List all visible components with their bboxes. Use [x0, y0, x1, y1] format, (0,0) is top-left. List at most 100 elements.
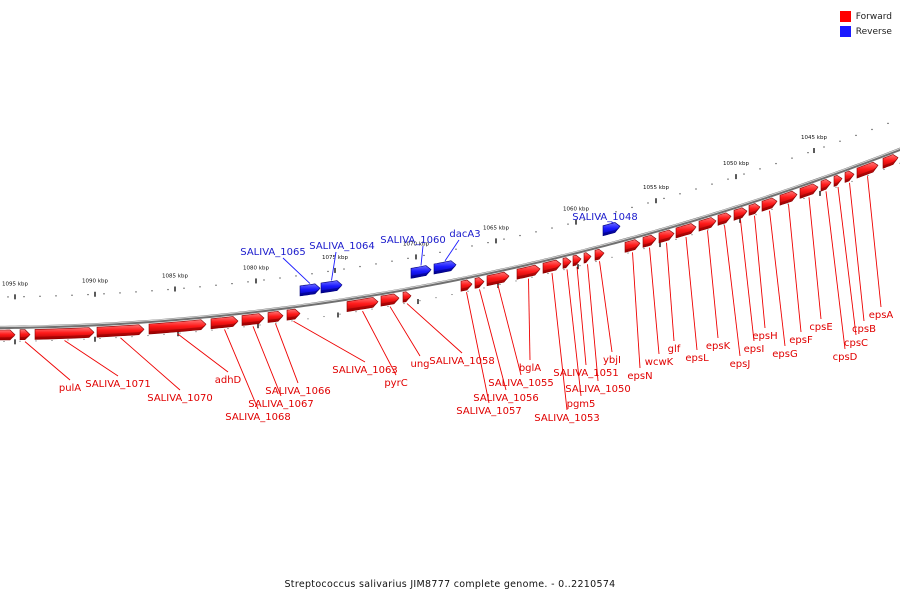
lower-scale-dot [516, 280, 517, 281]
lower-scale-dot [260, 324, 261, 325]
lower-scale-dot [756, 214, 757, 215]
gene-epsj-arrow [718, 213, 731, 226]
lower-scale-dot [388, 306, 389, 307]
lower-scale-dot [404, 303, 405, 304]
gene-saliva-1051-leader [577, 267, 586, 365]
ruler-minor-tick [311, 273, 312, 274]
ruler-minor-tick [231, 283, 232, 284]
gene-epsg-arrow [762, 198, 777, 211]
ruler-minor-tick [455, 249, 456, 250]
ruler-minor-tick [759, 168, 760, 169]
gene-label-saliva-1053: SALIVA_1053 [534, 413, 599, 424]
gene-label-saliva-1057: SALIVA_1057 [456, 406, 521, 417]
gene-glf-leader [667, 243, 675, 341]
gene-saliva-1060-arrow [411, 266, 431, 279]
ruler-minor-tick [503, 239, 504, 240]
lower-scale-dot [308, 318, 309, 319]
gene-label-epsa: epsA [869, 310, 894, 321]
gene-saliva-1058-arrow [403, 292, 411, 303]
gene-label-glf: glf [668, 344, 681, 355]
gene-label-pyrc: pyrC [384, 378, 407, 389]
gene-label-saliva-1058: SALIVA_1058 [429, 356, 494, 367]
gene-bgla-leader [529, 279, 531, 360]
ruler-minor-tick [247, 281, 248, 282]
ruler-minor-tick [711, 184, 712, 185]
legend-forward-label: Forward [856, 12, 892, 22]
gene-cpse-leader [809, 197, 821, 319]
gene-saliva-1060-leader [421, 246, 423, 265]
ruler-minor-tick [151, 290, 152, 291]
lower-scale-dot [84, 339, 85, 340]
gene-saliva-1057-leader [467, 292, 490, 403]
lower-scale-dot [532, 277, 533, 278]
lower-scale-dot [804, 198, 805, 199]
gene-saliva-1048-arrow [603, 223, 620, 236]
gene-label-wcwk: wcwK [645, 357, 674, 368]
ruler-minor-tick [55, 295, 56, 296]
gene-label-saliva-1067: SALIVA_1067 [248, 399, 313, 410]
ruler-minor-tick [279, 277, 280, 278]
gene-label-saliva-1068: SALIVA_1068 [225, 412, 290, 423]
lower-scale-dot [116, 337, 117, 338]
gene-label-adhd: adhD [215, 375, 242, 386]
gene-label-saliva-1066: SALIVA_1066 [265, 386, 330, 397]
lower-scale-dot [100, 338, 101, 339]
gene-saliva-1056-arrow [475, 278, 484, 289]
ruler-minor-tick [135, 291, 136, 292]
gene-label-saliva-1070: SALIVA_1070 [147, 393, 212, 404]
gene-saliva-1053-arrow [543, 260, 561, 273]
gene-label-pgm5: pgm5 [567, 399, 596, 410]
ruler-minor-tick [871, 129, 872, 130]
gene-pgm5-arrow [563, 258, 571, 269]
gene-label-bgla: bglA [519, 363, 541, 374]
ruler-minor-tick [71, 295, 72, 296]
gene-saliva-1050-arrow [584, 253, 591, 264]
gene-saliva-1055-leader [498, 285, 521, 375]
lower-scale-dot [180, 333, 181, 334]
ruler-tick-label: 1090 kbp [82, 279, 108, 285]
gene-label-cpsd: cpsD [833, 352, 858, 363]
ruler-minor-tick [823, 146, 824, 147]
ruler-minor-tick [87, 294, 88, 295]
ruler-minor-tick [439, 252, 440, 253]
gene-label-pula: pulA [59, 383, 81, 394]
gene-saliva-1063-arrow [287, 309, 300, 320]
ruler-minor-tick [103, 293, 104, 294]
lower-scale-dot [196, 331, 197, 332]
ruler-minor-tick [375, 263, 376, 264]
ruler-minor-tick [567, 224, 568, 225]
gene-label-epsn: epsN [627, 371, 652, 382]
gene-saliva-1064-arrow [321, 281, 342, 293]
lower-scale-dot [324, 316, 325, 317]
lower-scale-dot [596, 261, 597, 262]
ruler-tick-label: 1095 kbp [2, 281, 28, 287]
lower-scale-dot [500, 284, 501, 285]
lower-scale-dot [836, 187, 837, 188]
ruler-minor-tick [23, 296, 24, 297]
ruler-minor-tick [519, 235, 520, 236]
gene-epsa-leader [868, 176, 882, 307]
gene-label-saliva-1071: SALIVA_1071 [85, 379, 150, 390]
gene-saliva-1071-arrow [35, 328, 94, 340]
lower-scale-dot [772, 209, 773, 210]
ruler-minor-tick [167, 289, 168, 290]
ruler-minor-tick [727, 179, 728, 180]
gene-label-ung: ung [410, 359, 429, 370]
ruler-minor-tick [487, 242, 488, 243]
gene-saliva-1071-leader [65, 341, 119, 376]
ruler-minor-tick [887, 123, 888, 124]
gene-wcwk-arrow [643, 235, 656, 247]
gene-label-saliva-1055: SALIVA_1055 [488, 378, 553, 389]
ruler-minor-tick [39, 296, 40, 297]
lower-scale-dot [852, 181, 853, 182]
ruler-tick-label: 1045 kbp [801, 135, 827, 141]
ruler-tick-label: 1065 kbp [483, 225, 509, 231]
gene-label-saliva-1050: SALIVA_1050 [565, 384, 630, 395]
lower-scale-dot [164, 334, 165, 335]
lower-scale-dot [148, 335, 149, 336]
ruler-minor-tick [391, 261, 392, 262]
lower-scale-dot [644, 248, 645, 249]
ruler-minor-tick [839, 141, 840, 142]
gene-label-cpsb: cpsB [852, 324, 876, 335]
